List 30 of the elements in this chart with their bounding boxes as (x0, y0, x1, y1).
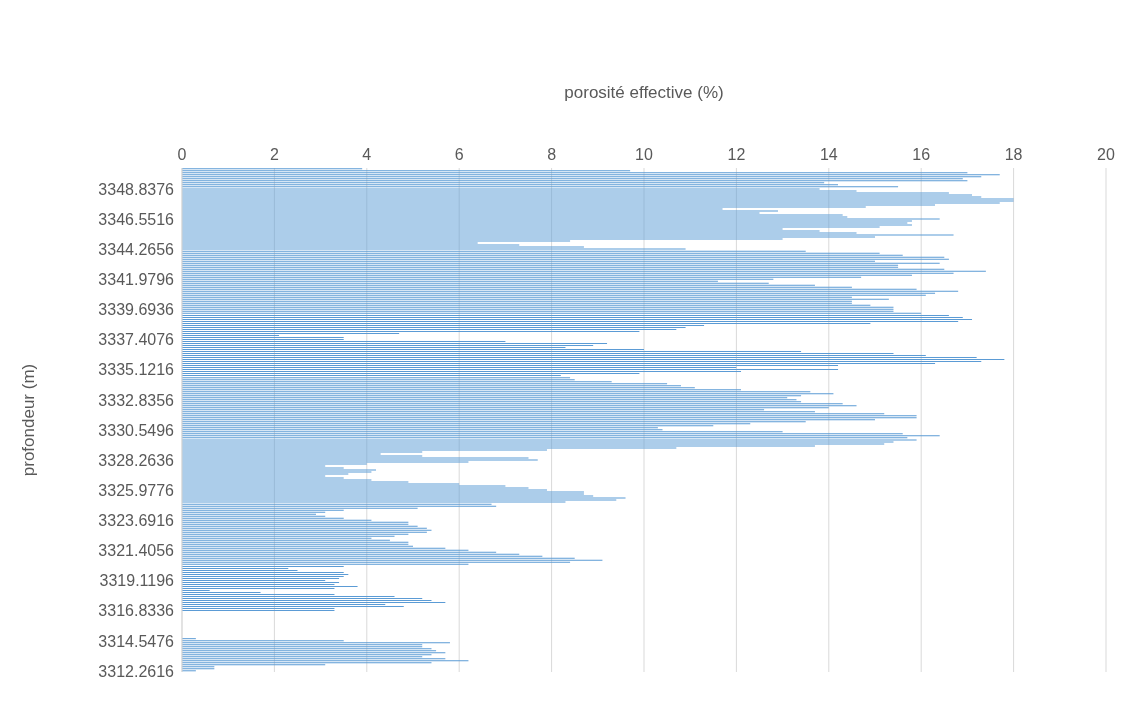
x-tick-label: 20 (1097, 146, 1115, 163)
y-tick-label: 3330.5496 (98, 421, 175, 439)
y-tick-label: 3321.4056 (98, 542, 175, 560)
y-tick-label: 3346.5516 (98, 210, 175, 228)
y-tick-label: 3316.8336 (98, 602, 175, 620)
x-tick-label: 6 (454, 146, 464, 163)
y-tick-label: 3323.6916 (98, 512, 175, 530)
x-axis-title: porosité effective (%) (564, 83, 724, 102)
x-tick-label: 10 (635, 146, 653, 163)
x-tick-label: 14 (819, 146, 838, 163)
y-tick-label: 3314.5476 (98, 632, 175, 650)
x-tick-label: 12 (727, 146, 746, 163)
x-tick-label: 18 (1004, 146, 1023, 163)
y-tick-label: 3337.4076 (98, 331, 175, 349)
y-tick-label: 3341.9796 (98, 271, 175, 289)
x-tick-label: 4 (362, 146, 372, 163)
y-tick-label: 3335.1216 (98, 361, 175, 379)
y-tick-label: 3344.2656 (98, 241, 175, 258)
y-tick-label: 3325.9776 (98, 481, 175, 499)
y-tick-label: 3328.2636 (98, 451, 175, 469)
y-tick-label: 3312.2616 (98, 662, 175, 680)
x-tick-label: 16 (912, 146, 931, 163)
x-tick-label: 0 (177, 146, 187, 163)
y-tick-label: 3339.6936 (98, 301, 175, 319)
y-tick-label: 3319.1196 (99, 572, 175, 590)
y-axis-title: profondeur (m) (19, 363, 39, 477)
y-tick-label: 3332.8356 (98, 391, 175, 409)
x-tick-label: 8 (547, 146, 557, 163)
y-tick-label: 3348.8376 (98, 180, 175, 198)
x-tick-label: 2 (269, 146, 279, 163)
